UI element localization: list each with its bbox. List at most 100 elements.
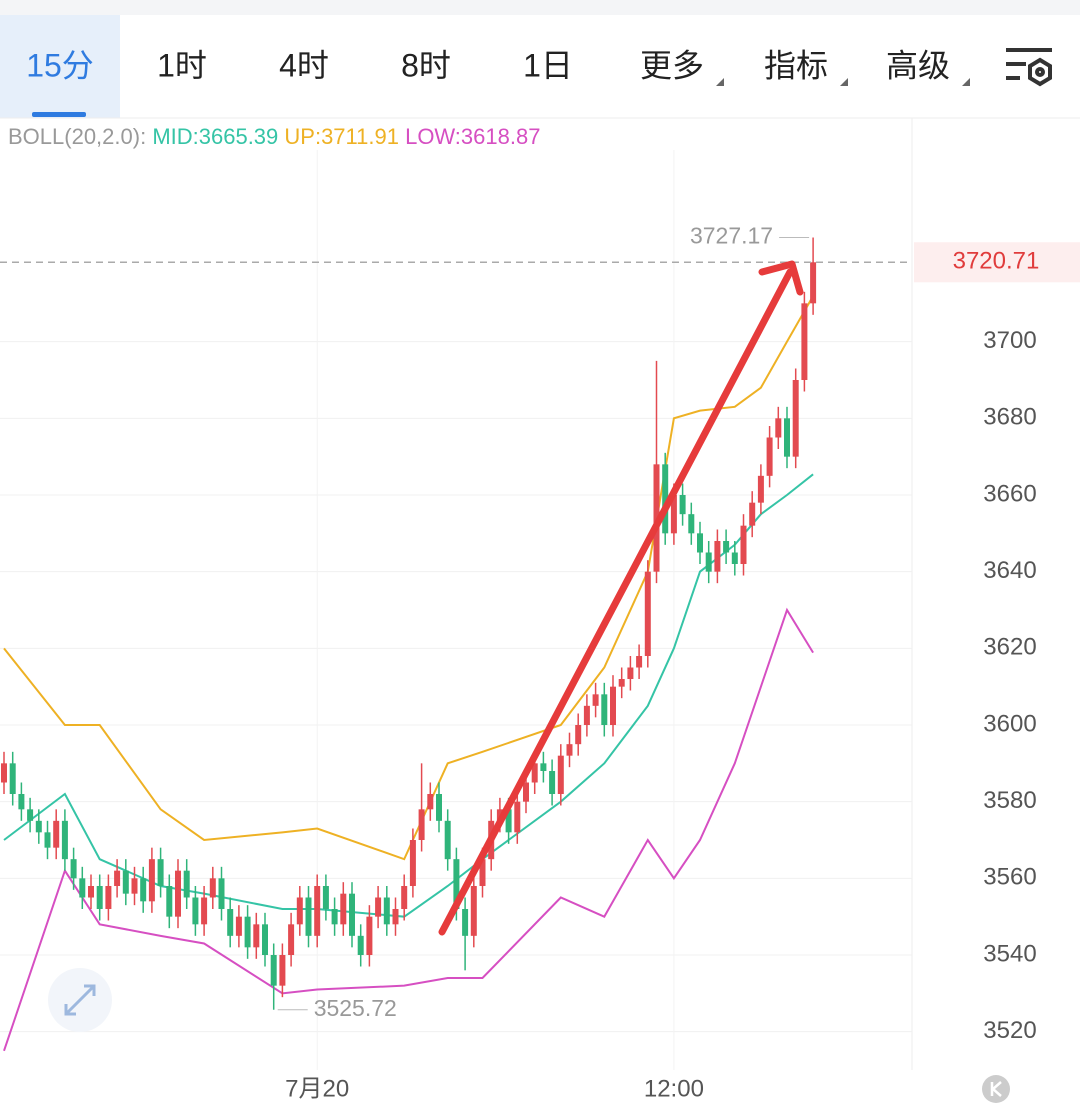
dropdown-marker bbox=[840, 78, 848, 86]
candle-body bbox=[340, 893, 347, 925]
candle-body bbox=[18, 794, 25, 810]
y-tick-label: 3580 bbox=[983, 787, 1036, 814]
y-tick-label: 3640 bbox=[983, 557, 1036, 584]
candle-body bbox=[44, 832, 51, 848]
candle-body bbox=[749, 502, 756, 526]
y-tick-label: 3600 bbox=[983, 710, 1036, 737]
candle-body bbox=[270, 955, 277, 986]
tab-label[interactable]: 8时 bbox=[401, 47, 451, 83]
candle-body bbox=[140, 878, 147, 902]
candle-body bbox=[644, 571, 651, 656]
candle-body bbox=[227, 909, 234, 936]
candle-body bbox=[618, 679, 625, 687]
candle-body bbox=[392, 909, 399, 925]
candle-body bbox=[705, 552, 712, 572]
candle-body bbox=[723, 541, 730, 553]
candle-body bbox=[314, 886, 321, 936]
candle-body bbox=[583, 705, 590, 725]
candle-body bbox=[288, 924, 295, 955]
settings-icon[interactable] bbox=[1006, 48, 1052, 87]
candle-body bbox=[531, 763, 538, 783]
candle-body bbox=[70, 859, 77, 879]
candle-body bbox=[235, 916, 242, 936]
candle-body bbox=[688, 514, 695, 534]
candle-body bbox=[610, 686, 616, 725]
candle-body bbox=[601, 694, 608, 725]
min-label: 3525.72 bbox=[314, 995, 397, 1021]
y-tick-label: 3560 bbox=[983, 864, 1036, 891]
candle-body bbox=[697, 533, 703, 553]
indicator-legend: BOLL(20,2.0): MID:3665.39 UP:3711.91 LOW… bbox=[8, 124, 540, 149]
status-strip bbox=[0, 0, 1080, 15]
candle-body bbox=[409, 840, 416, 886]
y-tick-label: 3660 bbox=[983, 480, 1036, 507]
candle-body bbox=[148, 859, 155, 902]
candle-body bbox=[514, 801, 521, 833]
candle-body bbox=[375, 897, 382, 917]
candle-body bbox=[357, 935, 364, 955]
last-price-label: 3720.71 bbox=[953, 248, 1040, 275]
candle-body bbox=[209, 878, 216, 898]
candle-body bbox=[636, 656, 643, 668]
candle-body bbox=[766, 437, 773, 476]
candle-body bbox=[427, 794, 434, 810]
candle-body bbox=[157, 859, 164, 886]
candle-body bbox=[27, 809, 34, 821]
candle-body bbox=[714, 541, 721, 572]
candle-body bbox=[670, 495, 677, 534]
candle-body bbox=[114, 870, 121, 886]
y-tick-label: 3520 bbox=[983, 1017, 1036, 1044]
candle-body bbox=[262, 924, 268, 955]
candle-body bbox=[792, 380, 799, 457]
candle-body bbox=[775, 418, 782, 438]
candle-body bbox=[88, 886, 94, 898]
legend-entry: MID:3665.39 bbox=[152, 124, 284, 149]
y-tick-label: 3540 bbox=[983, 940, 1036, 967]
legend-entry: BOLL(20,2.0): bbox=[8, 124, 152, 149]
candle-body bbox=[462, 909, 469, 936]
dropdown-marker bbox=[716, 78, 724, 86]
band-line bbox=[3, 295, 814, 861]
max-label: 3727.17 bbox=[690, 223, 773, 249]
candle-body bbox=[540, 763, 547, 771]
candle-body bbox=[201, 897, 208, 925]
x-tick-label: 7月20 bbox=[285, 1075, 349, 1102]
candle-body bbox=[296, 897, 303, 925]
candle-body bbox=[35, 820, 42, 833]
candle-body bbox=[192, 897, 199, 925]
y-tick-label: 3680 bbox=[983, 404, 1036, 431]
candle-body bbox=[105, 886, 112, 909]
tab-label[interactable]: 1时 bbox=[157, 47, 207, 83]
candle-body bbox=[479, 859, 486, 886]
candle-body bbox=[305, 897, 312, 936]
candle-body bbox=[453, 859, 460, 909]
tab-label[interactable]: 高级 bbox=[886, 47, 950, 83]
selected-tab-bg bbox=[0, 15, 120, 118]
candle-body bbox=[401, 886, 408, 909]
tab-label[interactable]: 更多 bbox=[640, 47, 704, 83]
tab-label[interactable]: 15分 bbox=[26, 47, 94, 83]
candle-body bbox=[1, 763, 7, 783]
candle-body bbox=[801, 303, 808, 380]
candle-body bbox=[505, 809, 512, 833]
candle-body bbox=[175, 870, 181, 917]
candle-body bbox=[810, 262, 817, 304]
candle-body bbox=[218, 878, 225, 909]
candle-body bbox=[253, 924, 260, 948]
candle-body bbox=[349, 893, 355, 936]
candle-body bbox=[470, 886, 477, 936]
expand-button[interactable] bbox=[48, 968, 112, 1032]
candle-body bbox=[436, 794, 442, 821]
band-line bbox=[3, 607, 814, 1052]
tab-label[interactable]: 指标 bbox=[764, 47, 828, 83]
candle-body bbox=[523, 782, 529, 802]
tab-label[interactable]: 1日 bbox=[523, 47, 573, 83]
candle-body bbox=[183, 870, 190, 898]
tab-label[interactable]: 4时 bbox=[279, 47, 329, 83]
candle-body bbox=[757, 475, 764, 503]
y-tick-label: 3700 bbox=[983, 327, 1036, 354]
k-button[interactable] bbox=[982, 1075, 1010, 1103]
candle-body bbox=[244, 916, 251, 948]
last-price-bg bbox=[914, 242, 1080, 283]
